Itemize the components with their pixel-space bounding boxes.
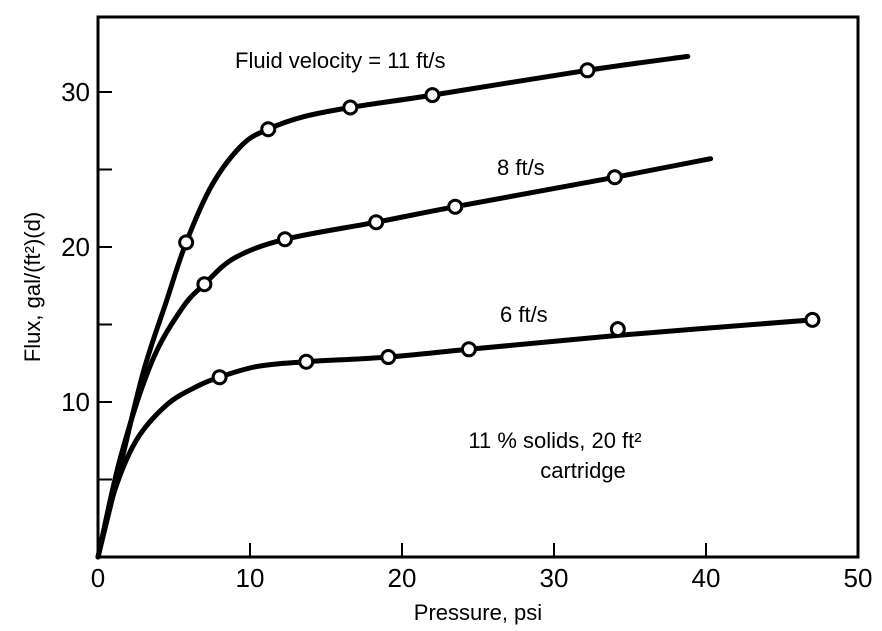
x-tick-label: 30 bbox=[540, 563, 569, 593]
data-point bbox=[196, 276, 213, 293]
note-line-1: 11 % solids, 20 ft² bbox=[468, 428, 641, 453]
y-tick-label: 30 bbox=[61, 77, 90, 107]
data-point bbox=[460, 341, 477, 358]
x-tick-label: 40 bbox=[692, 563, 721, 593]
x-axis-title: Pressure, psi bbox=[414, 600, 542, 625]
series-label-6: 6 ft/s bbox=[500, 302, 548, 327]
series-line-1 bbox=[95, 53, 691, 560]
curves bbox=[95, 53, 815, 560]
data-point bbox=[178, 234, 195, 251]
data-point bbox=[447, 198, 464, 215]
data-point bbox=[579, 62, 596, 79]
y-tick-label: 10 bbox=[61, 387, 90, 417]
data-point bbox=[606, 169, 623, 186]
x-tick-label: 50 bbox=[844, 563, 873, 593]
plot-frame bbox=[96, 15, 860, 559]
data-point bbox=[804, 311, 821, 328]
data-point bbox=[298, 353, 315, 370]
series-line-3 bbox=[95, 317, 815, 560]
y-axis-title: Flux, gal/(ft²)(d) bbox=[20, 212, 45, 362]
data-point bbox=[368, 214, 385, 231]
x-tick-label: 10 bbox=[236, 563, 265, 593]
series-line-2 bbox=[95, 156, 714, 560]
x-tick-label: 20 bbox=[388, 563, 417, 593]
data-point bbox=[276, 231, 293, 248]
x-tick-label: 0 bbox=[91, 563, 105, 593]
data-point bbox=[211, 369, 228, 386]
data-point bbox=[380, 349, 397, 366]
note-line-2: cartridge bbox=[540, 458, 626, 483]
data-point bbox=[424, 87, 441, 104]
data-point bbox=[342, 99, 359, 116]
series-label-8: 8 ft/s bbox=[497, 155, 545, 180]
data-markers bbox=[178, 62, 821, 386]
y-tick-label: 20 bbox=[61, 232, 90, 262]
data-point bbox=[260, 121, 277, 138]
series-label-11: Fluid velocity = 11 ft/s bbox=[235, 48, 446, 73]
axis-ticks bbox=[98, 91, 707, 557]
axis-tick-labels: 0 10 20 30 40 50 10 20 30 bbox=[61, 77, 872, 593]
data-point bbox=[609, 321, 626, 338]
